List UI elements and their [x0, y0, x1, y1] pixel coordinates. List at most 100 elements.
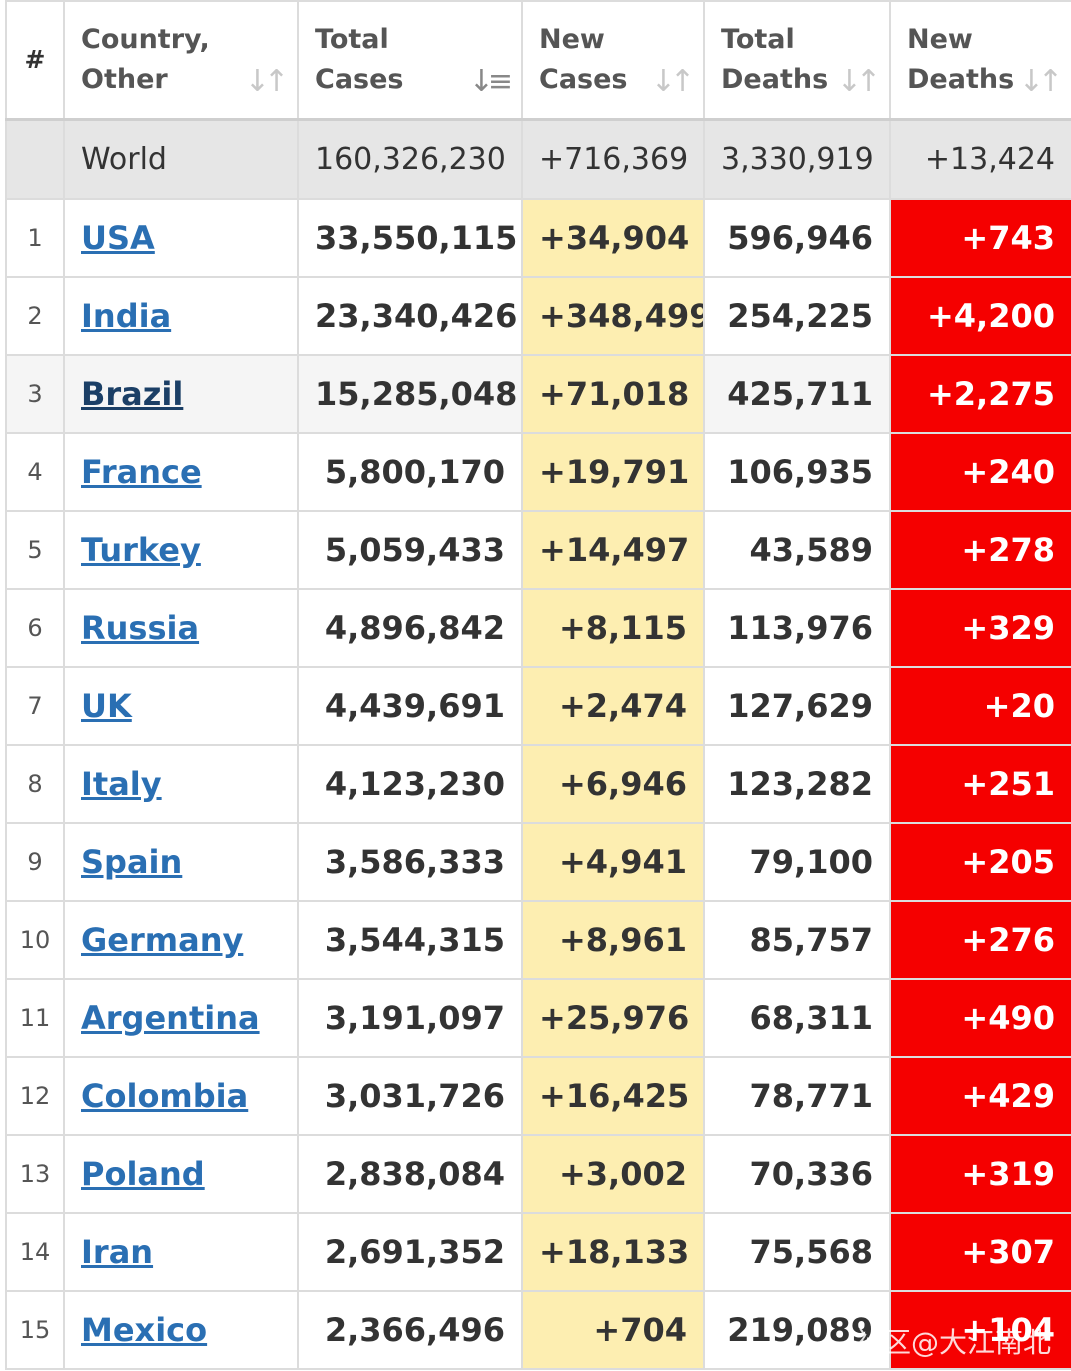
new-cases-cell: +14,497: [521, 510, 705, 590]
world-new-cases: +716,369: [521, 118, 705, 200]
new-deaths-cell: +2,275: [889, 354, 1071, 434]
sort-icon[interactable]: ↓↑: [836, 64, 881, 99]
world-row: World 160,326,230 +716,369 3,330,919 +13…: [5, 118, 1071, 200]
country-link[interactable]: India: [81, 297, 172, 335]
country-link[interactable]: Iran: [81, 1233, 154, 1271]
header-new-deaths[interactable]: New Deaths ↓↑: [889, 0, 1071, 121]
rank-cell: 6: [5, 588, 65, 668]
total-cases-cell: 5,800,170: [297, 432, 523, 512]
table-row: 14 Iran 2,691,352 +18,133 75,568 +307: [5, 1212, 1071, 1292]
header-rank[interactable]: #: [5, 0, 65, 121]
header-row: # Country, Other ↓↑ Total Cases ↓≡ New C…: [5, 0, 1071, 121]
total-deaths-cell: 596,946: [703, 198, 891, 278]
table-row: 12 Colombia 3,031,726 +16,425 78,771 +429: [5, 1056, 1071, 1136]
total-cases-cell: 23,340,426: [297, 276, 523, 356]
country-link[interactable]: Turkey: [81, 531, 201, 569]
country-link[interactable]: France: [81, 453, 202, 491]
new-deaths-cell: +104: [889, 1290, 1071, 1370]
world-label: World: [63, 118, 299, 200]
world-rank-cell: [5, 118, 65, 200]
country-link[interactable]: Poland: [81, 1155, 205, 1193]
header-rank-label: #: [24, 44, 46, 74]
table-row: 1 USA 33,550,115 +34,904 596,946 +743: [5, 198, 1071, 278]
sort-icon[interactable]: ↓↑: [1018, 64, 1063, 99]
sort-icon[interactable]: ↓↑: [244, 64, 289, 99]
country-cell[interactable]: Germany: [63, 900, 299, 980]
world-total-deaths: 3,330,919: [703, 118, 891, 200]
rank-cell: 12: [5, 1056, 65, 1136]
header-total-cases-label: Total Cases: [315, 23, 404, 95]
new-cases-cell: +348,499: [521, 276, 705, 356]
header-country[interactable]: Country, Other ↓↑: [63, 0, 299, 121]
country-link[interactable]: Italy: [81, 765, 162, 803]
total-deaths-cell: 75,568: [703, 1212, 891, 1292]
country-link[interactable]: Germany: [81, 921, 244, 959]
country-link[interactable]: Colombia: [81, 1077, 249, 1115]
total-deaths-cell: 79,100: [703, 822, 891, 902]
country-link[interactable]: UK: [81, 687, 132, 725]
new-cases-cell: +3,002: [521, 1134, 705, 1214]
new-deaths-cell: +251: [889, 744, 1071, 824]
covid-stats-table: # Country, Other ↓↑ Total Cases ↓≡ New C…: [5, 0, 1071, 1370]
total-cases-cell: 4,439,691: [297, 666, 523, 746]
country-cell[interactable]: UK: [63, 666, 299, 746]
country-cell[interactable]: Mexico: [63, 1290, 299, 1370]
header-total-deaths[interactable]: Total Deaths ↓↑: [703, 0, 891, 121]
total-deaths-cell: 78,771: [703, 1056, 891, 1136]
total-cases-cell: 15,285,048: [297, 354, 523, 434]
new-cases-cell: +25,976: [521, 978, 705, 1058]
new-cases-cell: +71,018: [521, 354, 705, 434]
country-cell[interactable]: Russia: [63, 588, 299, 668]
total-cases-cell: 3,031,726: [297, 1056, 523, 1136]
country-link[interactable]: Argentina: [81, 999, 260, 1037]
country-cell[interactable]: Argentina: [63, 978, 299, 1058]
table-row: 15 Mexico 2,366,496 +704 219,089 +104: [5, 1290, 1071, 1370]
rank-cell: 1: [5, 198, 65, 278]
sort-desc-icon[interactable]: ↓≡: [468, 64, 513, 99]
total-deaths-cell: 70,336: [703, 1134, 891, 1214]
country-cell[interactable]: Colombia: [63, 1056, 299, 1136]
rank-cell: 8: [5, 744, 65, 824]
new-deaths-cell: +20: [889, 666, 1071, 746]
total-cases-cell: 4,123,230: [297, 744, 523, 824]
country-cell[interactable]: India: [63, 276, 299, 356]
total-cases-cell: 5,059,433: [297, 510, 523, 590]
new-cases-cell: +8,115: [521, 588, 705, 668]
total-deaths-cell: 106,935: [703, 432, 891, 512]
country-cell[interactable]: Brazil: [63, 354, 299, 434]
new-deaths-cell: +329: [889, 588, 1071, 668]
total-cases-cell: 3,191,097: [297, 978, 523, 1058]
country-link[interactable]: Russia: [81, 609, 200, 647]
new-cases-cell: +6,946: [521, 744, 705, 824]
country-link[interactable]: Mexico: [81, 1311, 208, 1349]
country-cell[interactable]: Iran: [63, 1212, 299, 1292]
new-cases-cell: +4,941: [521, 822, 705, 902]
table-row: 3 Brazil 15,285,048 +71,018 425,711 +2,275: [5, 354, 1071, 434]
total-deaths-cell: 127,629: [703, 666, 891, 746]
country-cell[interactable]: Poland: [63, 1134, 299, 1214]
total-deaths-cell: 43,589: [703, 510, 891, 590]
country-link[interactable]: USA: [81, 219, 155, 257]
total-deaths-cell: 123,282: [703, 744, 891, 824]
total-cases-cell: 3,544,315: [297, 900, 523, 980]
new-cases-cell: +2,474: [521, 666, 705, 746]
country-link[interactable]: Brazil: [81, 375, 184, 413]
sort-icon[interactable]: ↓↑: [650, 64, 695, 99]
new-deaths-cell: +743: [889, 198, 1071, 278]
table-row: 9 Spain 3,586,333 +4,941 79,100 +205: [5, 822, 1071, 902]
world-total-cases: 160,326,230: [297, 118, 523, 200]
country-cell[interactable]: Italy: [63, 744, 299, 824]
table-row: 5 Turkey 5,059,433 +14,497 43,589 +278: [5, 510, 1071, 590]
country-cell[interactable]: France: [63, 432, 299, 512]
rank-cell: 14: [5, 1212, 65, 1292]
country-cell[interactable]: USA: [63, 198, 299, 278]
new-deaths-cell: +429: [889, 1056, 1071, 1136]
header-new-cases[interactable]: New Cases ↓↑: [521, 0, 705, 121]
country-cell[interactable]: Turkey: [63, 510, 299, 590]
country-cell[interactable]: Spain: [63, 822, 299, 902]
country-link[interactable]: Spain: [81, 843, 183, 881]
header-new-cases-label: New Cases: [539, 23, 628, 95]
header-total-cases[interactable]: Total Cases ↓≡: [297, 0, 523, 121]
world-new-deaths: +13,424: [889, 118, 1071, 200]
rank-cell: 9: [5, 822, 65, 902]
